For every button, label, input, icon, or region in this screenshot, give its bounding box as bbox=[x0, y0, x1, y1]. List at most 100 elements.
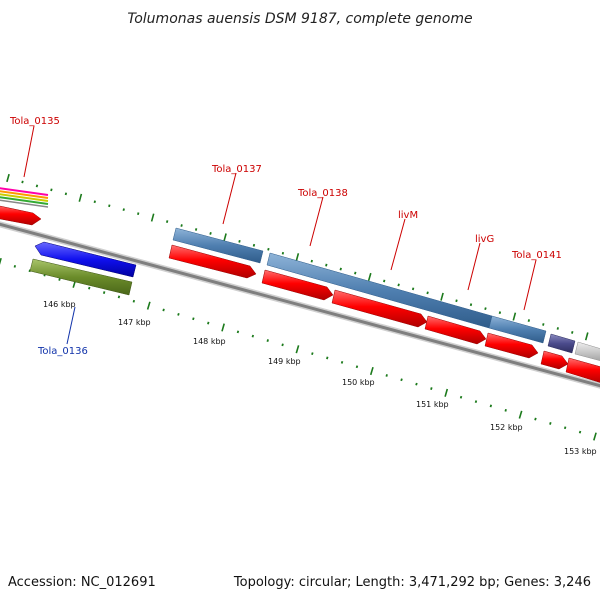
minor-tick bbox=[556, 327, 559, 330]
minor-tick bbox=[236, 330, 240, 334]
backbone bbox=[0, 221, 600, 389]
accession-text: Accession: NC_012691 bbox=[8, 575, 156, 590]
gene-label-text: Tola_0141 bbox=[511, 250, 562, 261]
minor-tick bbox=[177, 312, 180, 316]
minor-tick bbox=[354, 271, 357, 275]
minor-tick bbox=[165, 220, 169, 223]
major-tick bbox=[0, 257, 2, 265]
minor-tick bbox=[88, 286, 91, 290]
arrow-right-1[interactable] bbox=[540, 350, 569, 370]
minor-tick bbox=[383, 279, 386, 283]
arrow-tola-0138[interactable] bbox=[261, 269, 334, 301]
major-tick bbox=[593, 432, 597, 441]
minor-tick bbox=[209, 232, 212, 235]
minor-tick bbox=[132, 299, 136, 303]
major-tick bbox=[369, 366, 374, 376]
major-tick bbox=[295, 253, 300, 262]
kbp-label: 153 kbp bbox=[564, 447, 597, 456]
minor-tick bbox=[571, 331, 574, 334]
minor-tick bbox=[194, 228, 198, 231]
label-tola-0136[interactable]: Tola_0136 bbox=[37, 306, 88, 357]
label-livm[interactable]: livM bbox=[390, 210, 418, 271]
minor-tick bbox=[455, 299, 458, 303]
minor-tick bbox=[426, 291, 429, 295]
kbp-label: 151 kbp bbox=[416, 400, 449, 409]
minor-tick bbox=[459, 395, 463, 399]
arrow-livg[interactable] bbox=[424, 315, 487, 345]
arrow-left-partial[interactable] bbox=[0, 205, 42, 226]
minor-tick bbox=[489, 404, 493, 408]
minor-tick bbox=[281, 251, 285, 255]
minor-tick bbox=[578, 430, 582, 434]
minor-tick bbox=[339, 267, 342, 271]
minor-tick bbox=[563, 426, 567, 430]
minor-tick bbox=[340, 360, 344, 364]
minor-tick bbox=[415, 382, 418, 386]
minor-tick bbox=[117, 295, 121, 299]
gene-label-text: Tola_0136 bbox=[37, 346, 88, 357]
minor-tick bbox=[108, 204, 111, 208]
minor-tick bbox=[411, 287, 415, 291]
minor-tick bbox=[252, 243, 256, 247]
gene-label-text: livG bbox=[475, 234, 494, 245]
minor-tick bbox=[281, 343, 284, 347]
gene-labels: Tola_0135 Tola_0136 Tola_0137 Tola_0138 … bbox=[9, 116, 562, 357]
label-tola-0141[interactable]: Tola_0141 bbox=[511, 250, 562, 311]
major-tick bbox=[518, 410, 523, 419]
minor-tick bbox=[21, 180, 24, 184]
kbp-label: 150 kbp bbox=[342, 378, 375, 387]
major-tick bbox=[444, 388, 449, 397]
minor-tick bbox=[207, 321, 210, 325]
kbp-label: 149 kbp bbox=[268, 357, 301, 366]
minor-tick bbox=[192, 317, 195, 321]
major-tick bbox=[295, 345, 300, 354]
arrow-reverse-blue[interactable] bbox=[34, 241, 137, 278]
cds-forward-track bbox=[172, 227, 600, 362]
minor-tick bbox=[542, 323, 545, 326]
minor-tick bbox=[35, 184, 39, 188]
cds-tola-0136[interactable] bbox=[29, 258, 133, 296]
minor-tick bbox=[430, 387, 433, 390]
arrow-right-2[interactable] bbox=[565, 357, 600, 384]
gene-label-text: Tola_0135 bbox=[9, 116, 60, 127]
minor-tick bbox=[238, 239, 241, 243]
cds-grey-feature[interactable] bbox=[574, 341, 600, 362]
label-tola-0137[interactable]: Tola_0137 bbox=[211, 164, 262, 225]
minor-tick bbox=[102, 291, 106, 294]
major-tick bbox=[150, 213, 155, 222]
cds-tola-0137[interactable] bbox=[172, 227, 264, 264]
minor-tick bbox=[122, 208, 125, 212]
kbp-label: 152 kbp bbox=[490, 423, 523, 432]
minor-tick bbox=[266, 339, 269, 342]
multi-color-feature-stack bbox=[0, 187, 49, 208]
gene-label-text: Tola_0138 bbox=[297, 188, 348, 199]
major-tick bbox=[512, 312, 517, 321]
label-tola-0138[interactable]: Tola_0138 bbox=[297, 188, 348, 247]
cds-tola-0141[interactable] bbox=[488, 315, 547, 344]
arrow-tola-0141[interactable] bbox=[484, 332, 539, 359]
minor-tick bbox=[310, 259, 313, 263]
major-tick bbox=[440, 292, 444, 301]
arrow-tola-0137[interactable] bbox=[168, 244, 257, 279]
major-tick bbox=[223, 233, 227, 242]
label-livg[interactable]: livG bbox=[467, 234, 494, 291]
major-tick bbox=[221, 323, 225, 332]
minor-tick bbox=[484, 307, 487, 311]
arrow-livm[interactable] bbox=[331, 289, 428, 328]
minor-tick bbox=[400, 378, 403, 382]
minor-tick bbox=[326, 356, 329, 360]
minor-tick bbox=[137, 212, 140, 216]
label-tola-0135[interactable]: Tola_0135 bbox=[9, 116, 60, 178]
major-tick bbox=[367, 272, 372, 282]
minor-tick bbox=[325, 263, 328, 267]
minor-tick bbox=[397, 283, 400, 287]
topology-text: Topology: circular; Length: 3,471,292 bp… bbox=[233, 575, 591, 590]
cds-purple-feature[interactable] bbox=[547, 333, 576, 354]
minor-tick bbox=[267, 247, 270, 251]
minor-tick bbox=[469, 303, 473, 307]
minor-tick bbox=[13, 264, 17, 268]
kbp-label: 146 kbp bbox=[43, 300, 76, 309]
cds-reverse-track bbox=[29, 241, 137, 296]
minor-tick bbox=[311, 352, 314, 356]
